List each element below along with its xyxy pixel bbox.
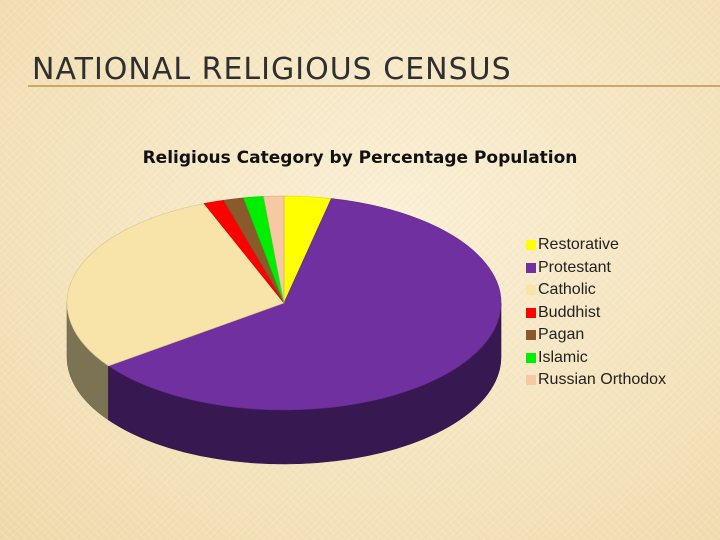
pie-slice-catholic bbox=[66, 203, 285, 367]
legend-item-pagan: Pagan bbox=[526, 324, 666, 347]
pie-slice-protestant bbox=[107, 198, 502, 411]
legend-swatch bbox=[526, 352, 536, 363]
legend-item-russian-orthodox: Russian Orthodox bbox=[526, 369, 666, 392]
legend-label: Buddhist bbox=[538, 303, 601, 321]
slide-title: NATIONAL RELIGIOUS CENSUS bbox=[32, 52, 512, 87]
chart-title: Religious Category by Percentage Populat… bbox=[142, 148, 578, 168]
legend-item-catholic: Catholic bbox=[526, 279, 666, 302]
legend-swatch bbox=[526, 262, 536, 273]
legend-swatch bbox=[526, 307, 536, 318]
legend-label: Russian Orthodox bbox=[538, 371, 667, 389]
legend-label: Islamic bbox=[538, 348, 588, 366]
legend-item-restorative: Restorative bbox=[526, 234, 666, 257]
legend-item-islamic: Islamic bbox=[526, 347, 666, 370]
legend-swatch bbox=[526, 285, 536, 296]
title-rule bbox=[28, 85, 720, 87]
legend-swatch bbox=[526, 240, 536, 251]
legend-item-buddhist: Buddhist bbox=[526, 302, 666, 325]
legend-label: Catholic bbox=[538, 281, 596, 299]
legend-swatch bbox=[526, 375, 536, 386]
legend-label: Pagan bbox=[538, 326, 585, 344]
legend: Restorative Protestant Catholic Buddhist… bbox=[526, 234, 666, 392]
pie-slice-russian-orthodox bbox=[263, 195, 285, 304]
legend-item-protestant: Protestant bbox=[526, 257, 666, 280]
legend-label: Restorative bbox=[538, 236, 619, 254]
legend-label: Protestant bbox=[538, 258, 611, 276]
legend-swatch bbox=[526, 330, 536, 341]
